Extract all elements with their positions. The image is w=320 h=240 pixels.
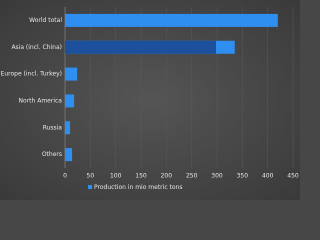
bar	[65, 13, 278, 27]
y-tick-label: Asia (incl. China)	[11, 44, 62, 51]
x-tick-label: 450	[287, 173, 299, 180]
x-tick-label: 250	[186, 173, 198, 180]
y-tick-label: Others	[42, 151, 62, 158]
bar	[65, 94, 75, 108]
y-tick-label: Europe (incl. Turkey)	[1, 71, 62, 78]
x-tick-label: 300	[211, 173, 223, 180]
y-tick-label: North America	[19, 97, 63, 104]
chart: 0 50 100 150 200 250 300 350 400 450 World total As…	[0, 0, 300, 200]
x-tick-label: 50	[87, 173, 95, 180]
bar	[65, 67, 78, 81]
x-tick-label: 400	[262, 173, 274, 180]
x-tick-label: 350	[237, 173, 249, 180]
background	[0, 0, 300, 200]
bar	[65, 121, 71, 135]
y-tick-label: World total	[29, 17, 62, 24]
legend-swatch	[88, 185, 92, 189]
y-tick-label: Russia	[43, 124, 63, 131]
x-tick-label: 0	[63, 173, 67, 180]
x-tick-label: 200	[161, 173, 173, 180]
page: {"chart_data": {"type": "hbar", "categor…	[0, 0, 300, 200]
x-tick-label: 100	[110, 173, 122, 180]
x-tick-label: 150	[135, 173, 147, 180]
bar	[65, 40, 216, 54]
legend-label: Production in mio metric tons	[94, 184, 182, 191]
bar	[65, 148, 73, 162]
